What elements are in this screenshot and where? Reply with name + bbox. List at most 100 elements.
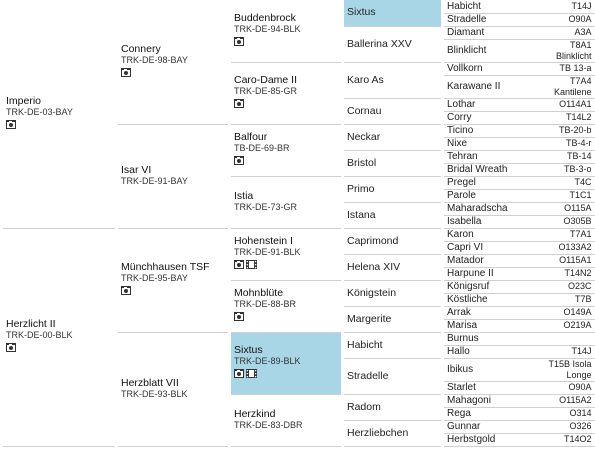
gen5-cell: Parole T1C1 xyxy=(441,189,595,203)
code-line: O115A xyxy=(564,203,592,213)
gen3-cell: Sixtus TRK-DE-89-BLK xyxy=(228,332,343,395)
gen4-cell: Karo As xyxy=(341,62,443,99)
pedigree-row: Caro-Dame II TRK-DE-85-GR Karo As Vollkorn T… xyxy=(2,62,595,125)
gen4-cell: Bristol xyxy=(341,150,443,177)
code-line: Kantilene xyxy=(553,86,592,97)
gen4-cell: Neckar xyxy=(341,124,443,151)
horse-name: Arrak xyxy=(447,307,471,318)
photo-icon[interactable] xyxy=(121,67,131,80)
horse-name: Margerite xyxy=(347,312,392,325)
photo-icon[interactable] xyxy=(6,119,16,132)
pedigree-row: Parole T1C1 xyxy=(2,189,595,203)
gen5-cell: Tehran TB-14 xyxy=(441,150,595,164)
horse-name: Helena XIV xyxy=(347,260,401,273)
gen5-cell: Herbstgold T14O2 xyxy=(441,433,595,447)
gen5-entry: Karawane II T7A4 Kantilene xyxy=(447,76,592,98)
horse-name: Sixtus xyxy=(234,344,263,356)
pedigree-row: Karawane II T7A4 Kantilene xyxy=(2,75,595,99)
horse-name: Caprimond xyxy=(347,234,399,247)
code: O115A2 xyxy=(559,395,591,406)
horse-name: Capri VI xyxy=(447,242,484,253)
gen5-entry: Ibikus T15B Isola Longe xyxy=(447,359,592,381)
horse-name: Harpune II xyxy=(447,268,494,279)
horse-name: Pregel xyxy=(447,177,476,188)
gen5-entry: Stradelle O90A xyxy=(447,14,592,25)
pedigree-row: Marisa O219A xyxy=(2,319,595,333)
code: T7B xyxy=(575,294,592,305)
photo-icon[interactable] xyxy=(234,312,244,324)
registration: TB-DE-69-BR xyxy=(234,143,290,153)
photo-icon[interactable] xyxy=(234,369,244,381)
pedigree-row: Harpune II T14N2 xyxy=(2,267,595,281)
media-icons xyxy=(6,119,112,132)
gen5-cell: Harpune II T14N2 xyxy=(441,267,595,281)
gen4-cell: Königstein xyxy=(341,280,443,307)
photo-icon[interactable] xyxy=(121,286,131,298)
gen5-entry: Marisa O219A xyxy=(447,320,592,331)
code: O90A xyxy=(568,14,591,25)
registration: TRK-DE-03-BAY xyxy=(6,106,73,117)
video-icon[interactable] xyxy=(246,369,257,381)
gen4-cell: Sixtus xyxy=(341,0,443,27)
code: TB-20-b xyxy=(559,125,592,136)
horse-name: Karon xyxy=(447,229,474,240)
code: O149A xyxy=(563,307,591,318)
code: T7A4 Kantilene xyxy=(554,76,592,98)
pedigree-row: Mohnblüte TRK-DE-88-BR Königstein Königsruf… xyxy=(2,280,595,333)
gen5-cell: Nixe TB-4-r xyxy=(441,137,595,151)
code-line: T14J xyxy=(571,346,592,356)
gen5-entry: Lothar O114A1 xyxy=(447,99,592,110)
media-icons xyxy=(234,312,338,324)
horse-name: Isar VI xyxy=(121,164,152,176)
code-line: T14O2 xyxy=(563,434,592,444)
photo-icon[interactable] xyxy=(234,156,244,168)
code: T14O2 xyxy=(564,434,592,445)
gen4-cell: Margerite xyxy=(341,306,443,333)
media-icons xyxy=(234,369,338,381)
gen3-cell: Buddenbrock TRK-DE-94-BLK xyxy=(228,0,343,63)
gen5-entry: Mahagoni O115A2 xyxy=(447,395,592,406)
horse-name: Karo As xyxy=(347,73,384,86)
gen4-cell: Istana xyxy=(341,202,443,229)
registration: TRK-DE-89-BLK xyxy=(234,356,301,366)
gen5-entry: Maharadscha O115A xyxy=(447,203,592,214)
photo-icon[interactable] xyxy=(6,343,16,355)
photo-icon[interactable] xyxy=(234,260,244,272)
code-line: TB-20-b xyxy=(558,125,592,135)
gen5-entry: Königsruf O23C xyxy=(447,281,592,292)
code-line: O90A xyxy=(568,14,592,24)
gen5-cell: Starlet O90A xyxy=(441,381,595,395)
pedigree-row: Herzlicht II TRK-DE-00-BLK Münchhausen TSF… xyxy=(0,228,595,447)
code: TB-14 xyxy=(567,151,592,162)
gen5-entry: Diamant A3A xyxy=(447,27,592,38)
code: T4C xyxy=(574,177,591,188)
horse-name: Habicht xyxy=(447,0,481,12)
horse-name: Ticino xyxy=(447,125,474,136)
code-line: TB 13-a xyxy=(559,63,592,73)
pedigree-row: Hallo T14J xyxy=(2,345,595,359)
media-icons xyxy=(121,67,225,80)
registration: TRK-DE-95-BAY xyxy=(121,273,188,283)
media-icons xyxy=(234,156,338,168)
code-line: Blinklicht xyxy=(555,50,592,61)
registration: TRK-DE-83-DBR xyxy=(234,420,303,430)
video-icon[interactable] xyxy=(246,260,257,272)
photo-icon[interactable] xyxy=(234,99,244,111)
gen5-entry: Herbstgold T14O2 xyxy=(447,434,592,445)
registration: TRK-DE-93-BLK xyxy=(121,389,188,399)
horse-name: Parole xyxy=(447,190,476,201)
horse-name: Radom xyxy=(347,400,381,413)
horse-name: Mohnblüte xyxy=(234,287,284,299)
code-line: TB-3-o xyxy=(563,164,592,174)
pedigree-row: Cornau Lothar O114A1 xyxy=(2,98,595,125)
gen5-entry: Pregel T4C xyxy=(447,177,592,188)
pedigree-row: Istia TRK-DE-73-GR Primo Pregel T4C xyxy=(2,176,595,229)
gen4-cell: Primo xyxy=(341,176,443,203)
code: T14J xyxy=(571,346,591,357)
photo-icon[interactable] xyxy=(234,36,244,49)
code: O90A xyxy=(568,382,591,393)
pedigree-row: Köstliche T7B xyxy=(2,293,595,307)
horse-name: Stradelle xyxy=(447,14,487,25)
horse-name: Marisa xyxy=(447,320,478,331)
horse-name: Köstliche xyxy=(447,294,488,305)
